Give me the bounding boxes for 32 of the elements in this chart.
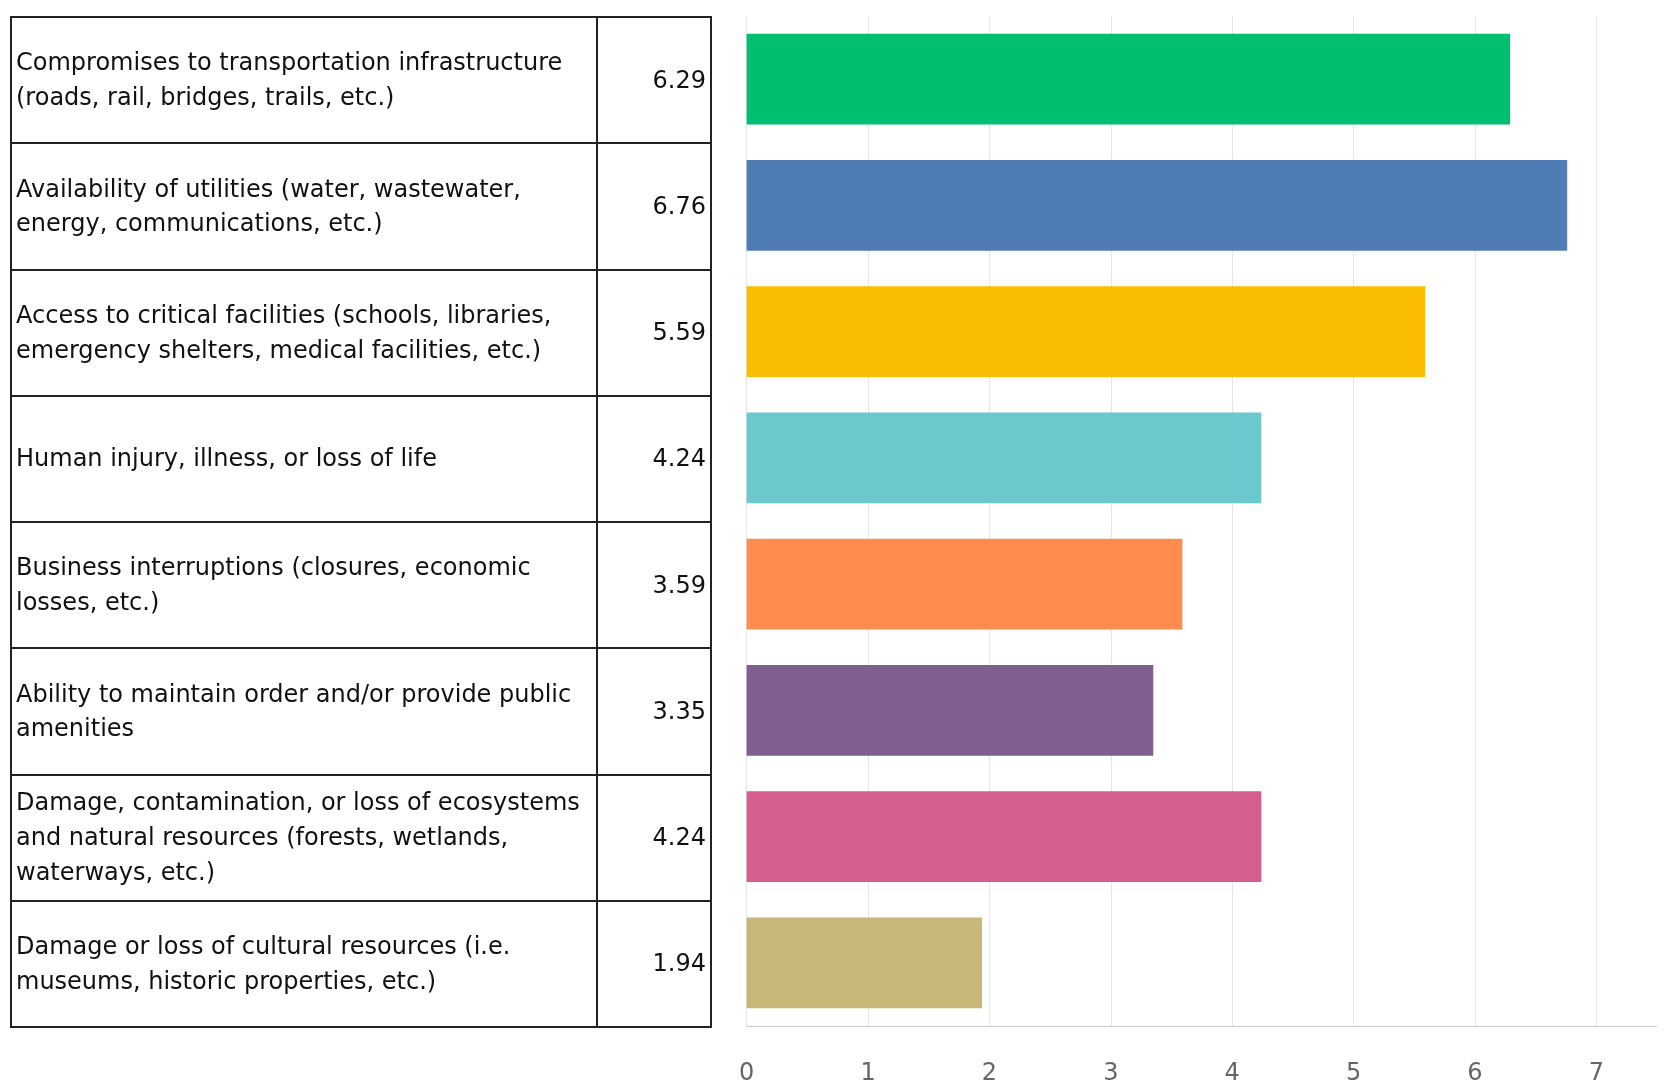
y-tick-label: Compromises to transportation infrastructure (roads, rail, bridges, trails, etc.)	[11, 17, 597, 144]
y-tick-label: Availability of utilities (water, wastewater, energy, communications, etc.)	[11, 143, 597, 270]
x-tick-label: 6	[1467, 1058, 1483, 1086]
x-tick-label: 7	[1588, 1058, 1604, 1086]
x-tick-label: 5	[1345, 1058, 1362, 1086]
bar	[746, 159, 1568, 251]
bar	[746, 286, 1426, 378]
data-label: 6.76	[597, 143, 711, 270]
bar	[746, 538, 1183, 630]
y-tick-label: Ability to maintain order and/or provide public amenities	[11, 648, 597, 775]
bar	[746, 33, 1511, 125]
x-tick-label: 3	[1103, 1058, 1119, 1086]
x-tick-label: 2	[981, 1058, 998, 1086]
y-tick-label: Business interruptions (closures, economic losses, etc.)	[11, 522, 597, 649]
y-tick-label: Damage or loss of cultural resources (i.e. museums, historic properties, etc.)	[11, 900, 597, 1027]
bar	[746, 412, 1262, 504]
data-label: 6.29	[597, 17, 711, 144]
data-label: 5.59	[597, 269, 711, 396]
bar	[746, 664, 1154, 756]
y-tick-label: Damage, contamination, or loss of ecosystems and natural resources (forests, wetlands, waterways, etc.)	[11, 774, 597, 901]
data-label: 4.24	[597, 774, 711, 901]
x-tick-label: 4	[1224, 1058, 1240, 1086]
x-tick-label: 0	[738, 1058, 755, 1086]
data-label: 3.35	[597, 648, 711, 775]
y-tick-label: Access to critical facilities (schools, libraries, emergency shelters, medical facilities, etc.)	[11, 269, 597, 396]
data-label: 1.94	[597, 900, 711, 1027]
x-tick-label: 1	[860, 1058, 876, 1086]
y-tick-label: Human injury, illness, or loss of life	[11, 395, 597, 522]
data-label: 4.24	[597, 395, 711, 522]
bar	[746, 791, 1262, 883]
bar	[746, 917, 983, 1009]
data-label: 3.59	[597, 522, 711, 649]
